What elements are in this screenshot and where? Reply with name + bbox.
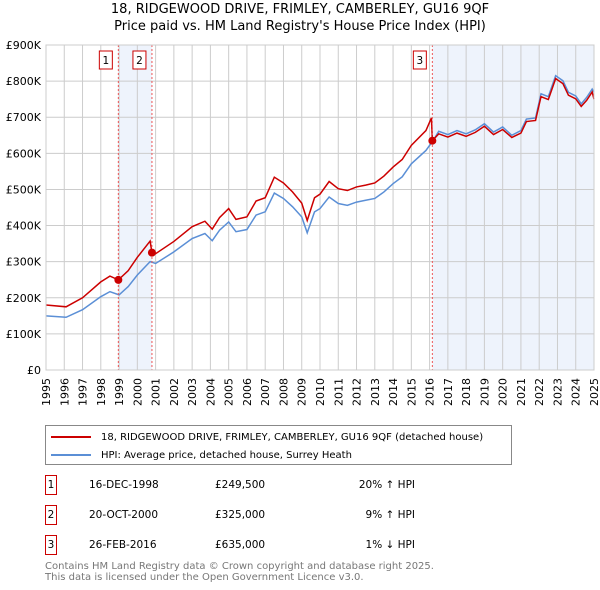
footer-line-1: Contains HM Land Registry data © Crown c… bbox=[45, 561, 434, 572]
sale-date: 20-OCT-2000 bbox=[89, 509, 158, 521]
sale-row: 1 16-DEC-1998 £249,500 20% ↑ HPI bbox=[45, 475, 465, 495]
x-tick-label: 2018 bbox=[460, 378, 473, 406]
y-tick-label: £0 bbox=[27, 364, 41, 377]
y-tick-label: £100K bbox=[6, 328, 42, 341]
x-tick-label: 2008 bbox=[277, 378, 290, 406]
x-tick-label: 1996 bbox=[58, 378, 71, 406]
sale-point bbox=[114, 275, 123, 284]
x-tick-label: 2006 bbox=[241, 378, 254, 406]
sale-badge bbox=[98, 50, 113, 70]
x-tick-label: 2015 bbox=[405, 378, 418, 406]
sale-badge bbox=[412, 50, 427, 70]
y-tick-label: £400K bbox=[6, 220, 42, 233]
x-tick-label: 2010 bbox=[314, 378, 327, 406]
sale-row-badge: 3 bbox=[45, 535, 57, 555]
x-tick-label: 2004 bbox=[204, 378, 217, 406]
x-tick-label: 2013 bbox=[369, 378, 382, 406]
x-tick-label: 2002 bbox=[168, 378, 181, 406]
x-tick-label: 2012 bbox=[351, 378, 364, 406]
x-tick-label: 2007 bbox=[259, 378, 272, 406]
x-tick-label: 2009 bbox=[296, 378, 309, 406]
legend-swatch-hpi bbox=[51, 454, 91, 456]
shaded-region bbox=[432, 45, 594, 370]
plot-area: 1995 1996 1997 1998 1999 2000 2001 2002 2003 2004… bbox=[6, 39, 600, 406]
x-tick-label: 2017 bbox=[442, 378, 455, 406]
x-tick-label: 1999 bbox=[113, 378, 126, 406]
legend-swatch-property bbox=[51, 436, 91, 438]
x-tick-label: 2025 bbox=[588, 378, 600, 406]
x-tick-label: 1995 bbox=[40, 378, 53, 406]
x-tick-label: 2011 bbox=[332, 378, 345, 406]
sale-hpi-diff: 20% ↑ HPI bbox=[358, 479, 415, 491]
price-paid-line bbox=[45, 77, 595, 308]
sale-date: 26-FEB-2016 bbox=[89, 539, 157, 551]
sale-hpi-diff: 9% ↑ HPI bbox=[365, 509, 415, 521]
footer-line-2: This data is licensed under the Open Gov… bbox=[45, 572, 364, 583]
sale-price: £325,000 bbox=[215, 509, 266, 521]
sale-badge-label: 3 bbox=[416, 55, 423, 67]
y-tick-label: £300K bbox=[6, 256, 42, 269]
sale-badge bbox=[132, 50, 147, 70]
y-tick-label: £800K bbox=[6, 75, 42, 88]
legend-label-hpi: HPI: Average price, detached house, Surr… bbox=[101, 449, 352, 461]
sale-row: 2 20-OCT-2000 £325,000 9% ↑ HPI bbox=[45, 505, 465, 525]
y-tick-label: £600K bbox=[6, 147, 42, 160]
y-tick-label: £500K bbox=[6, 183, 42, 196]
x-tick-label: 2019 bbox=[478, 378, 491, 406]
x-tick-label: 2020 bbox=[497, 378, 510, 406]
chart-subtitle: Price paid vs. HM Land Registry's House … bbox=[114, 19, 486, 34]
footer: Contains HM Land Registry data © Crown c… bbox=[45, 561, 595, 583]
chart-title: 18, RIDGEWOOD DRIVE, FRIMLEY, CAMBERLEY,… bbox=[110, 2, 490, 17]
sale-row-badge: 1 bbox=[45, 475, 57, 495]
x-tick-label: 2022 bbox=[533, 378, 546, 406]
y-tick-label: £900K bbox=[6, 39, 42, 52]
sale-badge-label: 1 bbox=[102, 55, 109, 67]
sale-row: 3 26-FEB-2016 £635,000 1% ↓ HPI bbox=[45, 535, 465, 555]
sale-price: £635,000 bbox=[215, 539, 266, 551]
sale-price: £249,500 bbox=[215, 479, 266, 491]
y-tick-label: £200K bbox=[6, 292, 42, 305]
sale-date: 16-DEC-1998 bbox=[89, 479, 159, 491]
sale-point bbox=[428, 136, 437, 145]
shaded-region bbox=[118, 45, 152, 370]
x-tick-label: 1997 bbox=[77, 378, 90, 406]
y-tick-label: £700K bbox=[6, 111, 42, 124]
x-tick-label: 2021 bbox=[515, 378, 528, 406]
sale-row-badge: 2 bbox=[45, 505, 57, 525]
x-tick-label: 2014 bbox=[387, 378, 400, 406]
legend: 18, RIDGEWOOD DRIVE, FRIMLEY, CAMBERLEY,… bbox=[45, 425, 512, 465]
x-tick-label: 2023 bbox=[551, 378, 564, 406]
x-tick-label: 2024 bbox=[570, 378, 583, 406]
sale-point bbox=[147, 248, 156, 257]
plot-border bbox=[45, 44, 595, 371]
x-tick-label: 2016 bbox=[424, 378, 437, 406]
x-tick-label: 2003 bbox=[186, 378, 199, 406]
x-tick-label: 2000 bbox=[131, 378, 144, 406]
x-tick-label: 2005 bbox=[223, 378, 236, 406]
x-tick-label: 1998 bbox=[95, 378, 108, 406]
legend-label-property: 18, RIDGEWOOD DRIVE, FRIMLEY, CAMBERLEY,… bbox=[101, 431, 484, 443]
sale-badge-label: 2 bbox=[136, 55, 143, 67]
sale-hpi-diff: 1% ↓ HPI bbox=[365, 539, 415, 551]
x-tick-label: 2001 bbox=[150, 378, 163, 406]
